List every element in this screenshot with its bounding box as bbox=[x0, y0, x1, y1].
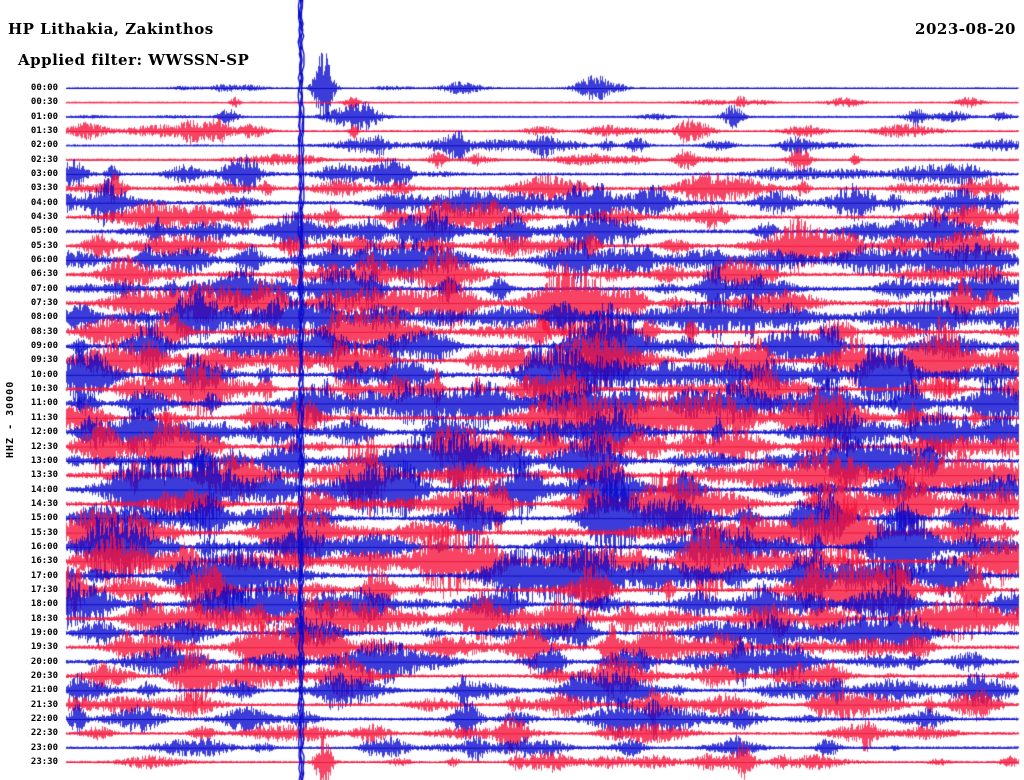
time-label: 10:00 bbox=[30, 369, 58, 380]
time-label: 14:30 bbox=[30, 498, 58, 509]
time-label: 22:00 bbox=[30, 713, 58, 724]
time-label: 11:00 bbox=[30, 398, 58, 409]
time-label: 08:00 bbox=[30, 312, 58, 323]
station-title: HP Lithakia, Zakinthos bbox=[8, 20, 214, 38]
time-label: 04:00 bbox=[30, 197, 58, 208]
time-label: 03:30 bbox=[30, 183, 58, 194]
time-label: 09:00 bbox=[30, 340, 58, 351]
time-label: 10:30 bbox=[30, 383, 58, 394]
time-label: 01:30 bbox=[30, 125, 58, 136]
time-label: 18:30 bbox=[30, 613, 58, 624]
time-label: 12:30 bbox=[30, 441, 58, 452]
time-label: 06:30 bbox=[30, 269, 58, 280]
time-label: 02:00 bbox=[30, 140, 58, 151]
time-label: 01:00 bbox=[30, 111, 58, 122]
time-label: 20:30 bbox=[30, 670, 58, 681]
time-label: 05:00 bbox=[30, 226, 58, 237]
time-label: 13:00 bbox=[30, 455, 58, 466]
time-label: 17:30 bbox=[30, 584, 58, 595]
time-label: 07:30 bbox=[30, 297, 58, 308]
time-label: 09:30 bbox=[30, 355, 58, 366]
time-label: 11:30 bbox=[30, 412, 58, 423]
time-label: 18:00 bbox=[30, 599, 58, 610]
time-label: 00:30 bbox=[30, 97, 58, 108]
time-label: 16:30 bbox=[30, 556, 58, 567]
time-label: 12:00 bbox=[30, 426, 58, 437]
time-label: 14:00 bbox=[30, 484, 58, 495]
time-label: 02:30 bbox=[30, 154, 58, 165]
time-label: 05:30 bbox=[30, 240, 58, 251]
time-label: 15:00 bbox=[30, 513, 58, 524]
time-label: 19:00 bbox=[30, 627, 58, 638]
time-label: 06:00 bbox=[30, 254, 58, 265]
time-label: 13:30 bbox=[30, 469, 58, 480]
time-label: 21:30 bbox=[30, 699, 58, 710]
time-label: 17:00 bbox=[30, 570, 58, 581]
time-label: 19:30 bbox=[30, 642, 58, 653]
time-label: 15:30 bbox=[30, 527, 58, 538]
time-axis: 00:00 00:30 01:00 01:30 02:00 02:30 03:00 03:30… bbox=[0, 0, 62, 780]
time-label: 21:00 bbox=[30, 685, 58, 696]
time-label: 22:30 bbox=[30, 728, 58, 739]
time-label: 00:00 bbox=[30, 82, 58, 93]
time-label: 23:30 bbox=[30, 756, 58, 767]
time-label: 07:00 bbox=[30, 283, 58, 294]
date-label: 2023-08-20 bbox=[915, 20, 1016, 38]
time-label: 23:00 bbox=[30, 742, 58, 753]
filter-label: Applied filter: WWSSN-SP bbox=[18, 51, 250, 69]
time-label: 20:00 bbox=[30, 656, 58, 667]
time-label: 16:00 bbox=[30, 541, 58, 552]
time-label: 03:00 bbox=[30, 168, 58, 179]
time-label: 04:30 bbox=[30, 211, 58, 222]
time-label: 08:30 bbox=[30, 326, 58, 337]
